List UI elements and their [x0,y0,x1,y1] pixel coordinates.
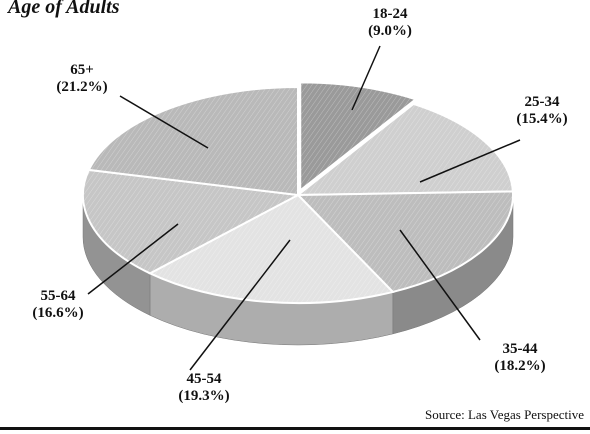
leader-line-55-64 [87,223,179,295]
slice-percent-18-24: (9.0%) [368,23,412,39]
slice-percent-35-44: (18.2%) [494,358,545,374]
leader-line-25-34 [419,139,521,183]
chart-title: Age of Adults [8,0,120,18]
slice-percent-65+: (21.2%) [56,79,107,95]
source-note: Source: Las Vegas Perspective [425,407,584,422]
pie-slice-18-24 [299,81,418,193]
leader-line-35-44 [399,229,481,341]
pie-slice-25-34 [295,102,514,197]
slice-percent-45-54: (19.3%) [178,388,229,404]
slice-percent-55-64: (16.6%) [32,305,83,321]
leader-line-65+ [119,95,209,149]
pie-slice-45-54 [147,193,395,304]
slice-label-35-44: 35-44 [503,341,538,357]
leader-line-18-24 [351,45,381,111]
slice-label-45-54: 45-54 [187,371,222,387]
leader-line-45-54 [189,239,291,371]
bottom-rule [0,427,590,430]
pie-slice-55-64 [82,168,302,275]
pie-slice-65+ [87,85,299,197]
slice-label-65+: 65+ [70,62,94,78]
slice-label-55-64: 55-64 [41,288,76,304]
slice-label-25-34: 25-34 [525,94,560,110]
slice-label-18-24: 18-24 [373,6,408,22]
pie-slice-35-44 [295,190,514,294]
slice-percent-25-34: (15.4%) [516,111,567,127]
